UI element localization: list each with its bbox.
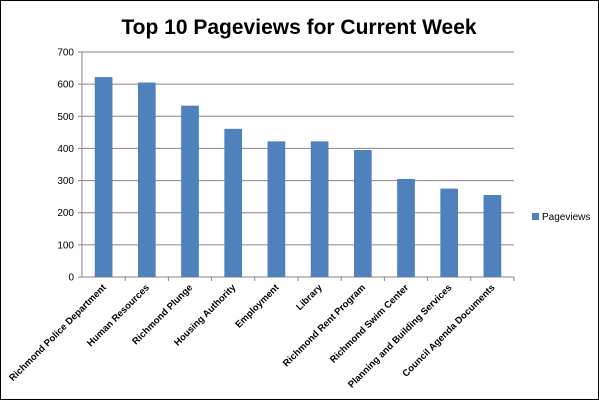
bar — [440, 188, 459, 277]
bar — [94, 77, 113, 277]
bar — [483, 195, 502, 277]
x-tick-label: Council Agenda Documents — [400, 282, 497, 379]
bar — [267, 141, 286, 277]
bar — [397, 178, 415, 277]
y-tick-label: 400 — [57, 144, 74, 155]
y-tick-labels: 0 100 200 300 400 500 600 700 — [57, 48, 74, 284]
y-tick-label: 300 — [57, 176, 74, 187]
y-tick-label: 600 — [57, 80, 74, 91]
y-tick-label: 0 — [68, 273, 74, 284]
bar — [310, 141, 329, 277]
chart-title: Top 10 Pageviews for Current Week — [121, 16, 476, 39]
bar — [181, 105, 199, 277]
x-tick-label: Employment — [233, 282, 282, 331]
bar — [137, 82, 156, 278]
y-tick-label: 500 — [57, 112, 74, 123]
legend-swatch — [532, 213, 539, 220]
bars — [94, 77, 502, 278]
y-tick-label: 100 — [57, 240, 74, 251]
legend-label: Pageviews — [542, 212, 590, 223]
y-tick-label: 700 — [57, 48, 74, 59]
bar — [224, 128, 243, 277]
y-tick-label: 200 — [57, 208, 74, 219]
legend: Pageviews — [532, 212, 590, 223]
x-tick-label: Richmond Swim Center — [328, 282, 411, 365]
bar — [353, 150, 372, 277]
x-tick-label: Richmond Rent Program — [281, 282, 368, 369]
x-tick-label: Library — [294, 282, 325, 313]
